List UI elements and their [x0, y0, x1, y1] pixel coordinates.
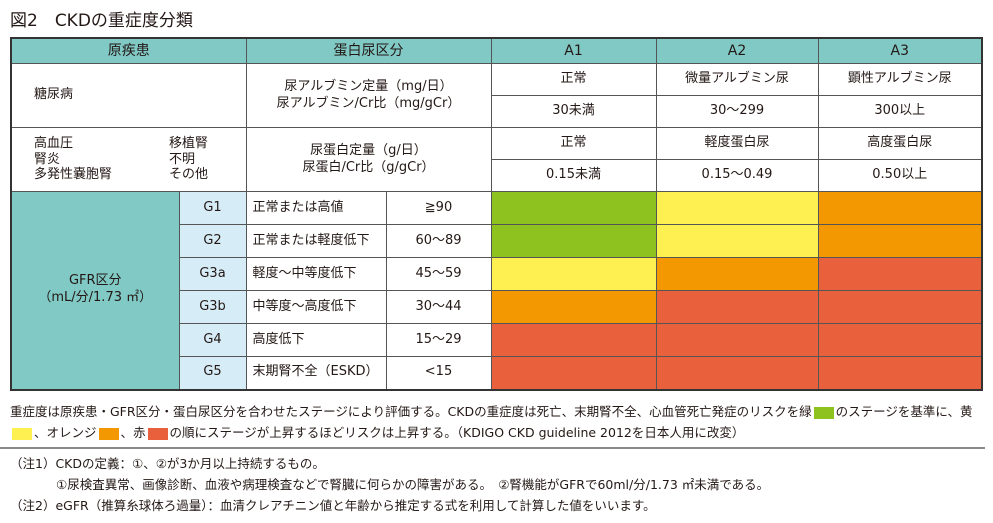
legend-text-4: 、赤	[120, 425, 146, 440]
gfr-row-g5: G5 末期腎不全（ESKD） <15	[11, 356, 983, 390]
header-a3: A3	[817, 37, 983, 64]
gfr-row-g1: GFR区分 （mL/分/1.73 ㎡） G1 正常または高値 ≧90	[10, 191, 983, 390]
gfr-value: 45～59	[385, 257, 492, 291]
a2-protein-label: 軽度蛋白尿	[655, 127, 819, 160]
risk-cell-a3	[817, 224, 983, 258]
gfr-value: 60～89	[385, 224, 492, 258]
risk-cell-a1	[490, 356, 657, 390]
gfr-description: 軽度～中等度低下	[245, 257, 387, 291]
albumin-measure-2: 尿アルブミン/Cr比（mg/gCr）	[276, 95, 461, 111]
protein-measure: 尿蛋白定量（g/日） 尿蛋白/Cr比（g/gCr）	[245, 127, 492, 192]
ckd-severity-table: 原疾患 蛋白尿区分 A1 A2 A3 糖尿病 尿アルブミン定量（mg/日） 尿ア…	[10, 37, 983, 391]
header-row: 原疾患 蛋白尿区分 A1 A2 A3	[10, 37, 983, 64]
albumin-measure-1: 尿アルブミン定量（mg/日）	[284, 78, 453, 94]
risk-cell-a3	[817, 290, 983, 324]
risk-cell-a1	[490, 323, 657, 357]
gfr-value: 15～29	[385, 323, 492, 357]
gfr-code: G2	[178, 224, 247, 258]
yellow-swatch	[12, 427, 32, 440]
gfr-label: GFR区分	[68, 273, 122, 289]
header-a1: A1	[490, 37, 657, 64]
risk-cell-a1	[490, 224, 657, 258]
a2-range: 30～299	[655, 95, 819, 128]
a2-label: 微量アルブミン尿	[655, 63, 819, 96]
header-cause: 原疾患	[10, 37, 247, 64]
risk-cell-a2	[655, 356, 819, 390]
risk-cell-a2	[655, 257, 819, 291]
gfr-code: G1	[178, 191, 247, 225]
cause-nephritis: 腎炎	[34, 151, 61, 167]
risk-cell-a2	[655, 224, 819, 258]
gfr-value: <15	[385, 356, 492, 390]
risk-cell-a1	[490, 290, 657, 324]
gfr-code: G3b	[178, 290, 247, 324]
gfr-description: 正常または軽度低下	[245, 224, 387, 258]
albumin-measure: 尿アルブミン定量（mg/日） 尿アルブミン/Cr比（mg/gCr）	[245, 63, 492, 128]
legend-text-5: の順にステージが上昇するほどリスクは上昇する。（KDIGO CKD guidel…	[169, 425, 745, 440]
gfr-description: 末期腎不全（ESKD）	[245, 356, 387, 390]
note-2: （注2）eGFR（推算糸球体ろ過量）：血清クレアチニン値と年齢から推定する式を利…	[10, 498, 656, 513]
gfr-value: 30～44	[385, 290, 492, 324]
risk-cell-a3	[817, 323, 983, 357]
header-a2: A2	[655, 37, 819, 64]
gfr-row-g2: G2 正常または軽度低下 60～89	[11, 224, 983, 258]
legend-text-1: 重症度は原疾患・GFR区分・蛋白尿区分を合わせたステージにより評価する。CKDの…	[10, 404, 812, 419]
cause-unknown: 不明	[169, 151, 196, 167]
risk-cell-a1	[490, 257, 657, 291]
gfr-code: G5	[178, 356, 247, 390]
protein-measure-2: 尿蛋白/Cr比（g/gCr）	[302, 159, 435, 175]
a1-protein-label: 正常	[490, 127, 657, 160]
cause-hypertension: 高血圧	[34, 136, 74, 152]
gfr-code: G4	[178, 323, 247, 357]
red-swatch	[147, 427, 168, 440]
cause-others: その他	[169, 167, 209, 183]
legend-line-1: 重症度は原疾患・GFR区分・蛋白尿区分を合わせたステージにより評価する。CKDの…	[10, 401, 985, 443]
gfr-description: 中等度～高度低下	[245, 290, 387, 324]
gfr-description: 高度低下	[245, 323, 387, 357]
risk-cell-a3	[817, 257, 983, 291]
a1-label: 正常	[490, 63, 657, 96]
gfr-row-g4: G4 高度低下 15～29	[11, 323, 983, 357]
note-1-detail: ①尿検査異常、画像診断、血液や病理検査などで腎臓に何らかの障害がある。 ②腎機能…	[56, 477, 770, 492]
divider	[0, 447, 985, 449]
cause-pkd: 多発性嚢胞腎	[34, 167, 113, 183]
a1-range: 30未満	[490, 95, 657, 128]
cause-transplant: 移植腎	[169, 136, 209, 152]
gfr-description: 正常または高値	[245, 191, 387, 225]
gfr-unit: （mL/分/1.73 ㎡）	[38, 290, 153, 306]
risk-cell-a3	[817, 356, 983, 390]
notes: 重症度は原疾患・GFR区分・蛋白尿区分を合わせたステージにより評価する。CKDの…	[0, 401, 985, 516]
header-proteinuria: 蛋白尿区分	[245, 37, 492, 64]
gfr-row-g3a: G3a 軽度～中等度低下 45～59	[11, 257, 983, 291]
figure-title: 図2 CKDの重症度分類	[10, 11, 193, 31]
gfr-category-label: GFR区分 （mL/分/1.73 ㎡）	[10, 191, 180, 390]
a3-protein-range: 0.50以上	[817, 159, 983, 192]
note-1: （注1）CKDの定義：①、②が3か月以上持続するもの。	[10, 456, 325, 471]
a3-label: 顕性アルブミン尿	[817, 63, 983, 96]
a1-protein-range: 0.15未満	[490, 159, 657, 192]
cause-diabetes: 糖尿病	[10, 63, 247, 128]
protein-measure-1: 尿蛋白定量（g/日）	[310, 142, 427, 158]
a3-protein-label: 高度蛋白尿	[817, 127, 983, 160]
gfr-code: G3a	[178, 257, 247, 291]
green-swatch	[813, 406, 834, 419]
risk-cell-a2	[655, 191, 819, 225]
risk-cell-a1	[490, 191, 657, 225]
a3-range: 300以上	[817, 95, 983, 128]
orange-swatch	[98, 427, 119, 440]
gfr-value: ≧90	[385, 191, 492, 225]
a2-protein-range: 0.15～0.49	[655, 159, 819, 192]
cause-other: 高血圧 移植腎 腎炎 不明 多発性嚢胞腎 その他	[10, 127, 247, 192]
risk-cell-a2	[655, 323, 819, 357]
legend-text-2: のステージを基準に、黄	[835, 404, 973, 419]
risk-cell-a3	[817, 191, 983, 225]
risk-cell-a2	[655, 290, 819, 324]
gfr-row-g3b: G3b 中等度～高度低下 30～44	[11, 290, 983, 324]
legend-text-3: 、オレンジ	[34, 425, 97, 440]
